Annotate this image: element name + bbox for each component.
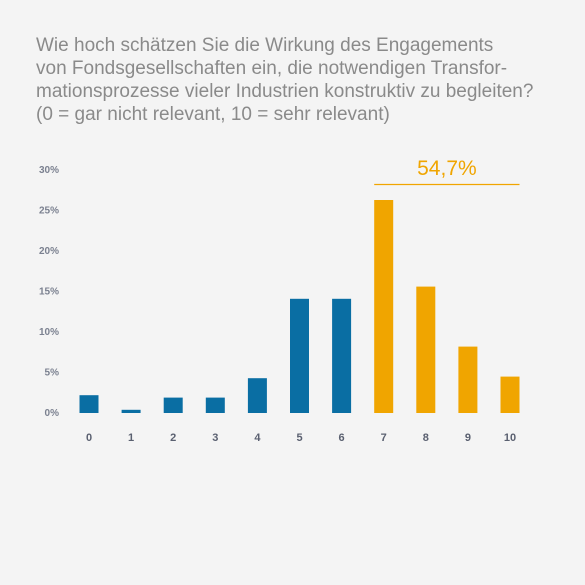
x-axis: 0 1 2 3 4 5 6 7 8 9 10 (86, 432, 516, 444)
x-tick-label: 3 (212, 432, 218, 444)
bar-3 (205, 397, 225, 413)
x-tick-label: 6 (339, 432, 345, 444)
bar-10 (500, 376, 520, 413)
x-tick-label: 4 (254, 432, 261, 444)
bar-5 (290, 298, 309, 413)
x-tick-label: 0 (86, 432, 92, 444)
annotation: 54,7% (374, 157, 520, 186)
y-tick-label: 25% (39, 206, 59, 217)
x-tick-label: 9 (465, 432, 471, 444)
title-line-4: (0 = gar nicht relevant, 10 = sehr relev… (36, 104, 390, 125)
title-line-1: Wie hoch schätzen Sie die Wirkung des En… (36, 35, 493, 56)
x-tick-label: 7 (381, 432, 387, 444)
x-tick-label: 10 (504, 432, 516, 444)
annotation-label: 54,7% (417, 157, 477, 180)
x-tick-label: 8 (423, 432, 429, 444)
x-tick-label: 1 (128, 432, 134, 444)
bar-7 (374, 200, 394, 413)
y-tick-label: 10% (39, 327, 59, 338)
bar-8 (416, 286, 436, 413)
bar-1 (121, 409, 141, 413)
y-tick-label: 0% (45, 408, 60, 419)
y-tick-label: 5% (45, 368, 60, 379)
bar-4 (247, 378, 267, 413)
y-axis: 0% 5% 10% 15% 20% 25% 30% (39, 165, 59, 419)
x-tick-label: 5 (296, 432, 302, 444)
bars (79, 200, 520, 413)
bar-0 (79, 395, 99, 413)
y-tick-label: 15% (39, 287, 59, 298)
y-tick-label: 30% (39, 165, 59, 176)
bar-9 (458, 346, 478, 413)
chart-title: Wie hoch schätzen Sie die Wirkung des En… (36, 35, 533, 125)
bar-6 (332, 298, 352, 413)
title-line-2: von Fondsgesellschaften ein, die notwend… (36, 58, 507, 79)
x-tick-label: 2 (170, 432, 176, 444)
y-tick-label: 20% (39, 246, 59, 257)
title-line-3: mationsprozesse vieler Industrien konstr… (36, 81, 533, 102)
bar-2 (163, 397, 183, 413)
